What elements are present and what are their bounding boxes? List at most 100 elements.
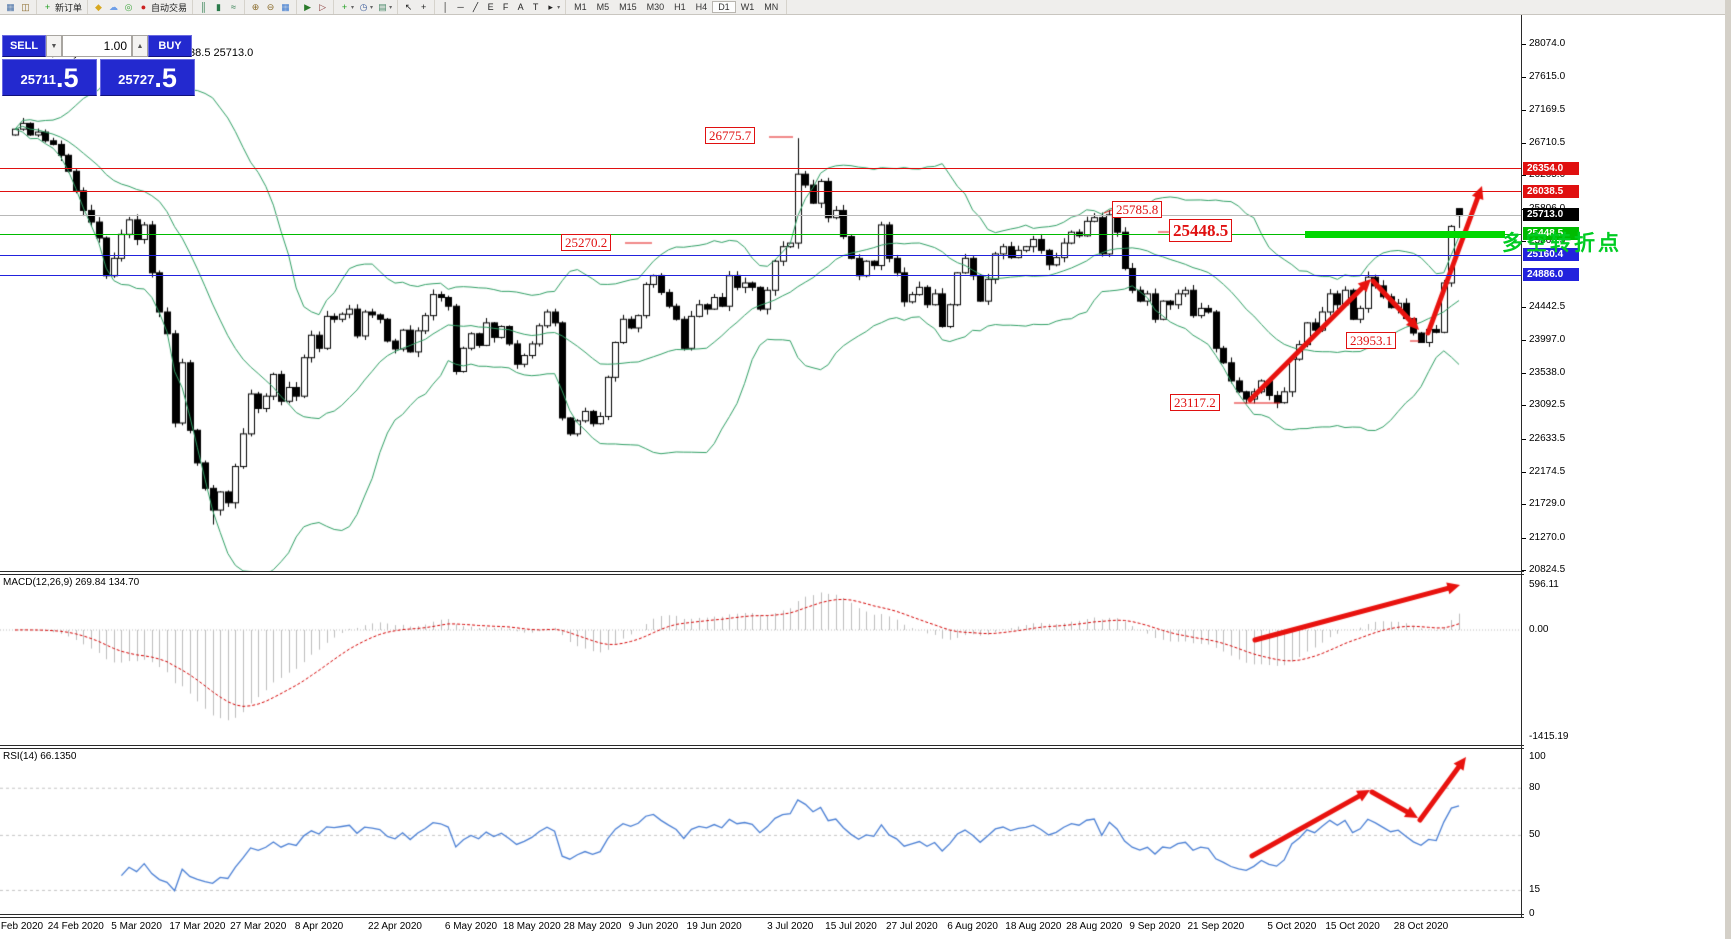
rsi-tick-80: 80 (1529, 782, 1541, 794)
cursor-icon[interactable]: ↖ (403, 2, 414, 13)
toolbar-group-6: + ▾ ◷ ▾ ▤ ▾ (334, 0, 399, 14)
price-tick-26710.5: 26710.5 (1529, 136, 1566, 148)
zoom-out-icon[interactable]: ⊖ (265, 2, 276, 13)
rsi-panel-border (0, 914, 1524, 915)
price-tick-dash (1521, 339, 1526, 341)
autotrading-button[interactable]: ● 自动交易 (138, 1, 187, 14)
hline-25160.4[interactable] (0, 254, 1521, 256)
new-chart-icon: ▦ (6, 1, 15, 12)
price-tick-24442.5: 24442.5 (1529, 301, 1566, 313)
crosshair-icon[interactable]: + (418, 2, 429, 13)
sell-button[interactable]: SELL (2, 35, 46, 57)
hline-24886[interactable] (0, 274, 1521, 276)
date-label: 9 Jun 2020 (628, 921, 679, 932)
macd-panel-border (0, 745, 1524, 746)
shapes-button: ▸ (548, 1, 553, 12)
tile-windows-icon[interactable]: ▦ (280, 2, 291, 13)
auto-scroll-icon[interactable]: ▶ (302, 2, 313, 13)
volume-increase-button[interactable]: ▲ (132, 35, 148, 57)
price-callout-25448.5[interactable]: 25448.5 (1169, 219, 1233, 242)
shapes-button[interactable]: ▸ ▾ (545, 2, 560, 13)
timeframe-m1[interactable]: M1 (574, 2, 587, 12)
timeframe-m5[interactable]: M5 (596, 2, 610, 12)
price-callout-23953.1[interactable]: 23953.1 (1346, 332, 1397, 349)
price-tick-28074.0: 28074.0 (1529, 38, 1566, 49)
rsi-panel-canvas[interactable] (0, 749, 1524, 914)
toolbar: ▦ ◫ + 新订单 ◆ ☁ ◎ ● 自动交易 ║ ▮ ≈ ⊕ ⊖ ▦ ▶ ▷ + ▾ ◷ ▾ ▤ ▾ ↖ + │ ─ ╱ E F A T ▸ ▾ M… (0, 0, 1731, 15)
candlestick-icon[interactable]: ▮ (213, 2, 224, 13)
timeframe-h1[interactable]: H1 (674, 2, 686, 12)
timeframe-m15[interactable]: M15 (619, 2, 637, 12)
hline-26354[interactable] (0, 168, 1521, 170)
date-label: 17 Mar 2020 (169, 921, 226, 932)
timeframe-d1[interactable]: D1 (712, 1, 736, 13)
periods-button-dropdown-icon[interactable]: ▾ (370, 4, 374, 11)
text-icon[interactable]: A (515, 2, 526, 13)
main-panel-border (0, 571, 1524, 572)
macd-tick-596.11: 596.11 (1529, 578, 1559, 590)
buy-price-display[interactable]: 25727 .5 (100, 59, 195, 96)
timeframe-h4[interactable]: H4 (695, 2, 708, 12)
gold-icon[interactable]: ◆ (93, 2, 104, 13)
price-callout-23117.2[interactable]: 23117.2 (1170, 394, 1220, 411)
templates-button[interactable]: ▤ ▾ (377, 2, 392, 13)
bar-chart-icon[interactable]: ║ (198, 2, 209, 13)
timeframe-mn[interactable]: MN (764, 2, 779, 12)
buy-button[interactable]: BUY (148, 35, 192, 57)
gold-icon: ◆ (95, 1, 102, 12)
tile-windows-icon: ▦ (281, 1, 290, 12)
add-indicator-button[interactable]: + ▾ (339, 2, 354, 13)
price-tick-dash (1521, 142, 1526, 144)
hline-26038.5[interactable] (0, 191, 1521, 193)
templates-button-dropdown-icon[interactable]: ▾ (389, 4, 393, 11)
price-callout-25785.8[interactable]: 25785.8 (1112, 201, 1163, 218)
hline-25713[interactable] (0, 214, 1521, 216)
sell-price-main: 25711 (20, 72, 56, 87)
shapes-button-dropdown-icon[interactable]: ▾ (557, 4, 561, 11)
crosshair-icon: + (420, 1, 427, 12)
new-order-button[interactable]: + 新订单 (42, 1, 82, 14)
fibonacci-icon[interactable]: F (500, 2, 511, 13)
date-label: 28 Aug 2020 (1066, 921, 1123, 932)
market-watch-icon[interactable]: ◫ (20, 2, 31, 13)
trendline-icon[interactable]: ╱ (470, 2, 481, 13)
cloud-icon[interactable]: ☁ (108, 2, 119, 13)
periods-button[interactable]: ◷ ▾ (358, 2, 373, 13)
chart-shift-icon: ▷ (319, 1, 326, 12)
price-tick-dash (1521, 44, 1526, 45)
sell-price-display[interactable]: 25711 .5 (2, 59, 97, 96)
line-chart-icon[interactable]: ≈ (228, 2, 239, 13)
signal-icon: ◎ (124, 1, 133, 12)
add-indicator-button-dropdown-icon[interactable]: ▾ (351, 4, 355, 11)
green-pivot-zone-bar[interactable] (1305, 231, 1505, 239)
price-tick-dash (1521, 472, 1526, 474)
price-axis-line (1521, 15, 1522, 917)
price-tick-dash (1521, 504, 1526, 506)
price-tick-dash (1521, 307, 1526, 309)
zoom-in-icon[interactable]: ⊕ (250, 2, 261, 13)
cursor-icon: ↖ (404, 1, 413, 12)
hline-25448.5[interactable] (0, 233, 1521, 235)
new-chart-icon[interactable]: ▦ (5, 2, 16, 13)
bar-chart-icon: ║ (200, 1, 207, 12)
price-callout-26775.7[interactable]: 26775.7 (705, 127, 756, 144)
macd-panel-canvas[interactable] (0, 575, 1524, 745)
macd-tick--1415.19: -1415.19 (1529, 731, 1569, 743)
signal-icon[interactable]: ◎ (123, 2, 134, 13)
date-label: 8 Apr 2020 (294, 921, 344, 932)
timeframe-m30[interactable]: M30 (646, 2, 665, 12)
channel-icon[interactable]: E (485, 2, 496, 13)
volume-input[interactable] (62, 35, 132, 57)
vertical-line-icon[interactable]: │ (440, 2, 451, 13)
label-icon[interactable]: T (530, 2, 541, 13)
volume-decrease-button[interactable]: ▼ (46, 35, 62, 57)
pivot-annotation-text[interactable]: 多空转折点 (1502, 232, 1622, 255)
price-chart-canvas[interactable] (0, 15, 1524, 572)
rsi-tick-100: 100 (1529, 750, 1546, 762)
toolbar-group-4: ⊕ ⊖ ▦ (245, 0, 298, 14)
chart-shift-icon[interactable]: ▷ (317, 2, 328, 13)
timeframe-w1[interactable]: W1 (740, 2, 755, 12)
horizontal-line-icon[interactable]: ─ (455, 2, 466, 13)
price-callout-25270.2[interactable]: 25270.2 (561, 234, 612, 251)
